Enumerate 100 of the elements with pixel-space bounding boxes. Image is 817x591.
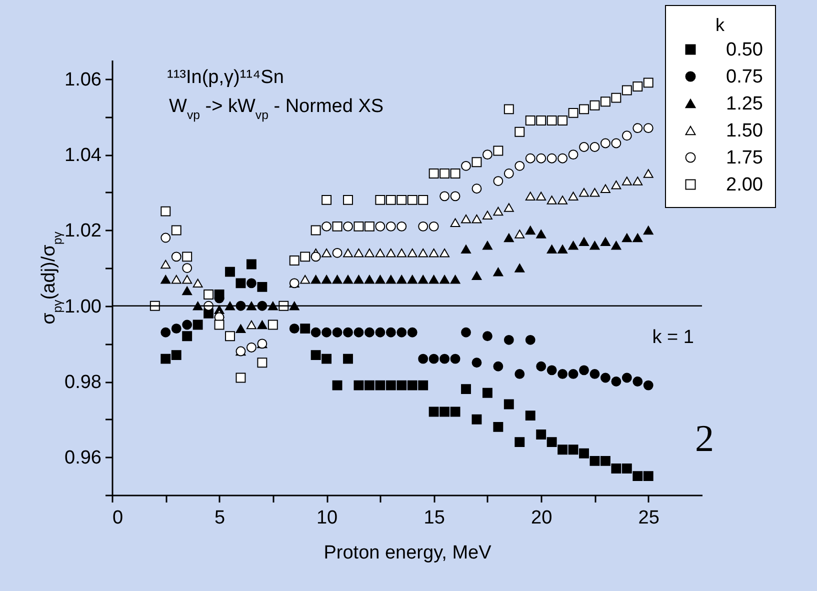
point (322, 194, 332, 205)
point (472, 214, 482, 224)
point (182, 331, 192, 342)
point (375, 248, 386, 258)
point (332, 221, 342, 232)
point (504, 168, 514, 178)
point (375, 275, 386, 284)
point (461, 327, 471, 338)
point (558, 444, 568, 455)
point (160, 327, 171, 338)
point (622, 464, 632, 474)
point (579, 365, 589, 376)
point (472, 184, 482, 194)
point (257, 358, 268, 368)
point (396, 380, 407, 390)
point (310, 350, 321, 360)
y-tick-label: 1.06 (64, 69, 102, 90)
point (493, 267, 504, 276)
point (590, 240, 600, 250)
point (182, 275, 192, 284)
point (482, 210, 492, 220)
point (514, 160, 525, 171)
point (182, 286, 192, 296)
point (536, 430, 546, 440)
point (407, 380, 418, 390)
point (343, 221, 353, 232)
point (632, 123, 643, 134)
point (407, 275, 418, 284)
point (354, 327, 364, 338)
point (407, 194, 418, 205)
point (514, 264, 525, 272)
point (171, 324, 182, 334)
point (182, 263, 192, 274)
point (493, 176, 504, 186)
point (514, 368, 525, 379)
point (375, 221, 386, 232)
point (332, 380, 342, 390)
point (504, 399, 514, 410)
point (632, 376, 643, 386)
point (332, 275, 342, 284)
point (558, 196, 568, 204)
point (310, 327, 321, 338)
point (268, 320, 278, 330)
point (450, 191, 460, 202)
x-tick-label: 15 (424, 508, 445, 528)
point (160, 206, 171, 216)
point (579, 142, 589, 152)
point (536, 230, 546, 238)
point (300, 252, 310, 262)
point (579, 448, 589, 458)
point (590, 368, 600, 379)
point (632, 233, 643, 242)
point (246, 278, 256, 288)
point (418, 380, 428, 390)
legend-title: k (716, 15, 726, 35)
point (343, 248, 353, 258)
point (558, 244, 568, 254)
x-tick-label: 20 (531, 508, 552, 528)
point (579, 188, 589, 197)
point (514, 126, 525, 137)
point (632, 82, 643, 92)
point (386, 275, 396, 284)
point (225, 331, 235, 342)
point (246, 259, 256, 270)
point (225, 266, 235, 277)
point (632, 176, 643, 186)
point (525, 153, 536, 164)
point (396, 194, 407, 205)
point (257, 282, 268, 292)
point (590, 188, 600, 197)
point (643, 123, 654, 134)
point (246, 320, 256, 330)
point (236, 324, 246, 333)
point (590, 100, 600, 110)
point (622, 233, 632, 242)
point (525, 226, 536, 235)
point (375, 380, 386, 390)
point (493, 361, 504, 372)
point (493, 422, 504, 432)
point (622, 372, 632, 383)
point (364, 221, 374, 232)
point (322, 275, 332, 284)
point (440, 191, 450, 202)
point (428, 406, 439, 417)
point (450, 354, 460, 364)
point (600, 456, 610, 466)
x-tick-label: 0 (112, 508, 124, 528)
point (322, 354, 332, 364)
y-tick-label: 1.02 (64, 220, 102, 242)
point (214, 320, 224, 330)
point (396, 275, 407, 284)
x-tick-label: 5 (214, 508, 226, 528)
point (482, 331, 492, 342)
point (428, 168, 439, 178)
ref-line-label: k = 1 (652, 326, 694, 348)
point (568, 240, 578, 250)
point (450, 406, 460, 417)
point (590, 456, 600, 466)
point (643, 471, 654, 482)
point (611, 464, 622, 474)
